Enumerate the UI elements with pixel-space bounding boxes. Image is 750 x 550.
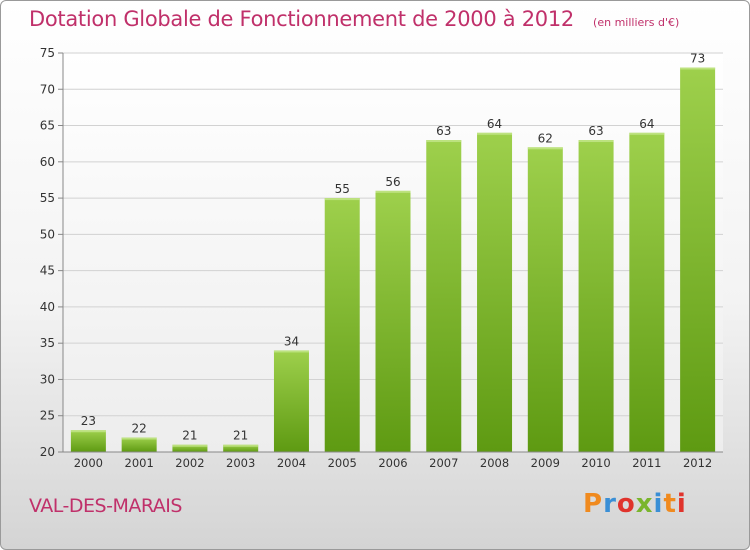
title-row: Dotation Globale de Fonctionnement de 20… [29,7,679,31]
logo-letter: r [603,489,617,519]
bar [375,190,411,452]
logo-letter: i [653,489,664,519]
x-tick-label: 2008 [480,456,509,470]
y-tick-label: 30 [40,372,55,386]
x-tick-label: 2009 [531,456,560,470]
chart-title: Dotation Globale de Fonctionnement de 20… [29,7,574,31]
logo-letter: i [676,489,687,519]
bar [172,444,208,452]
chart-subtitle: (en milliers d'€) [593,16,680,29]
bar-value-label: 55 [335,182,350,196]
bar-highlight [273,350,309,353]
bar [70,430,106,452]
bar [121,437,157,452]
bar-value-label: 62 [538,131,553,145]
y-tick-label: 40 [40,300,55,314]
bar-value-label: 22 [132,421,147,435]
bar [477,132,513,453]
bar-value-label: 21 [182,429,197,443]
bar-highlight [172,444,208,447]
bar [426,140,462,452]
bar-value-label: 64 [639,117,654,131]
x-axis-ticks: 2000 2001 2002 2003 2004 2005 2006 2007 2008 2009… [74,456,713,470]
bar [680,67,716,452]
bar-highlight [629,132,665,135]
y-tick-label: 25 [40,409,55,423]
bar-value-label: 23 [81,414,96,428]
x-tick-label: 2006 [378,456,407,470]
y-tick-label: 70 [40,82,55,96]
bar [324,198,360,452]
y-tick-label: 55 [40,191,55,205]
bar-value-label: 64 [487,117,502,131]
logo-letter: o [616,489,636,519]
logo-letter: t [663,489,677,519]
x-tick-label: 2007 [429,456,458,470]
y-axis-ticks: 20 25 30 35 40 45 50 55 60 65 70 75 [40,46,63,459]
y-tick-label: 35 [40,336,55,350]
commune-name: VAL-DES-MARAIS [29,495,182,517]
bar-highlight [578,140,614,143]
bar [273,350,309,452]
bar-highlight [324,198,360,201]
bar-highlight [121,437,157,440]
bar-value-label: 63 [588,124,603,138]
proxiti-logo: Proxiti [583,489,687,519]
bar-value-label: 21 [233,429,248,443]
bar-highlight [680,67,716,70]
x-tick-label: 2002 [175,456,204,470]
bar-highlight [223,444,259,447]
bar-value-label: 34 [284,334,299,348]
bar-value-label: 56 [385,175,400,189]
x-tick-label: 2001 [125,456,154,470]
bar-highlight [70,430,106,433]
y-tick-label: 65 [40,119,55,133]
bar-highlight [527,147,563,150]
x-tick-label: 2003 [226,456,255,470]
logo-letter: P [583,489,604,519]
x-tick-label: 2010 [581,456,610,470]
bar [223,444,259,452]
bar-value-label: 63 [436,124,451,138]
bar-highlight [375,190,411,193]
bar-highlight [426,140,462,143]
x-tick-label: 2005 [328,456,357,470]
x-tick-label: 2011 [632,456,661,470]
axes [62,53,723,453]
y-tick-label: 50 [40,227,55,241]
y-tick-label: 20 [40,445,55,459]
x-tick-label: 2012 [683,456,712,470]
bar-highlight [477,132,513,135]
bars: 23 22 21 21 34 55 56 63 64 62 63 64 73 [70,52,716,453]
bar [629,132,665,453]
x-tick-label: 2004 [277,456,306,470]
y-tick-label: 60 [40,155,55,169]
logo-letter: x [635,489,654,519]
bar [578,140,614,452]
y-tick-label: 75 [40,46,55,60]
bar [527,147,563,453]
bar-value-label: 73 [690,52,705,66]
y-tick-label: 45 [40,264,55,278]
x-tick-label: 2000 [74,456,103,470]
